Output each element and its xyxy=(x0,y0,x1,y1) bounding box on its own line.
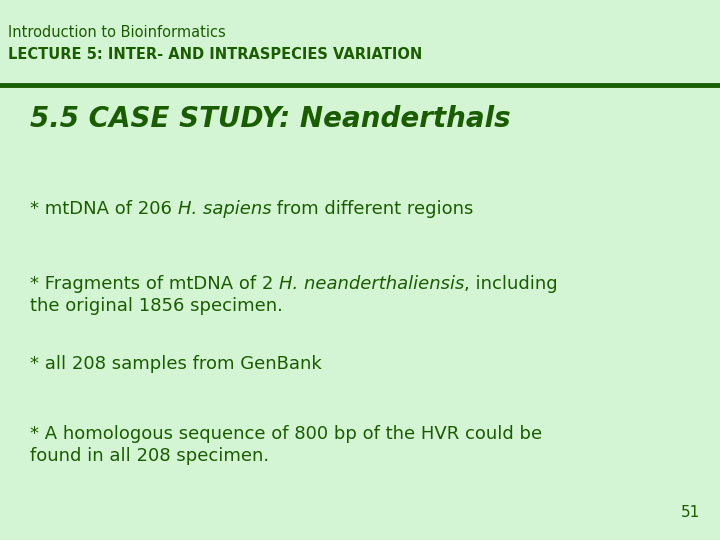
Text: Introduction to Bioinformatics: Introduction to Bioinformatics xyxy=(8,25,226,40)
Text: the original 1856 specimen.: the original 1856 specimen. xyxy=(30,297,283,315)
Text: found in all 208 specimen.: found in all 208 specimen. xyxy=(30,447,269,465)
Text: 5.5 CASE STUDY: Neanderthals: 5.5 CASE STUDY: Neanderthals xyxy=(30,105,510,133)
Text: H. neanderthaliensis: H. neanderthaliensis xyxy=(279,275,464,293)
Text: 51: 51 xyxy=(680,505,700,520)
Text: * all 208 samples from GenBank: * all 208 samples from GenBank xyxy=(30,355,322,373)
Text: * Fragments of mtDNA of 2: * Fragments of mtDNA of 2 xyxy=(30,275,279,293)
Text: , including: , including xyxy=(464,275,558,293)
Text: H. sapiens: H. sapiens xyxy=(178,200,271,218)
Text: LECTURE 5: INTER- AND INTRASPECIES VARIATION: LECTURE 5: INTER- AND INTRASPECIES VARIA… xyxy=(8,47,422,62)
Text: from different regions: from different regions xyxy=(271,200,474,218)
Text: * A homologous sequence of 800 bp of the HVR could be: * A homologous sequence of 800 bp of the… xyxy=(30,425,542,443)
Text: * mtDNA of 206: * mtDNA of 206 xyxy=(30,200,178,218)
